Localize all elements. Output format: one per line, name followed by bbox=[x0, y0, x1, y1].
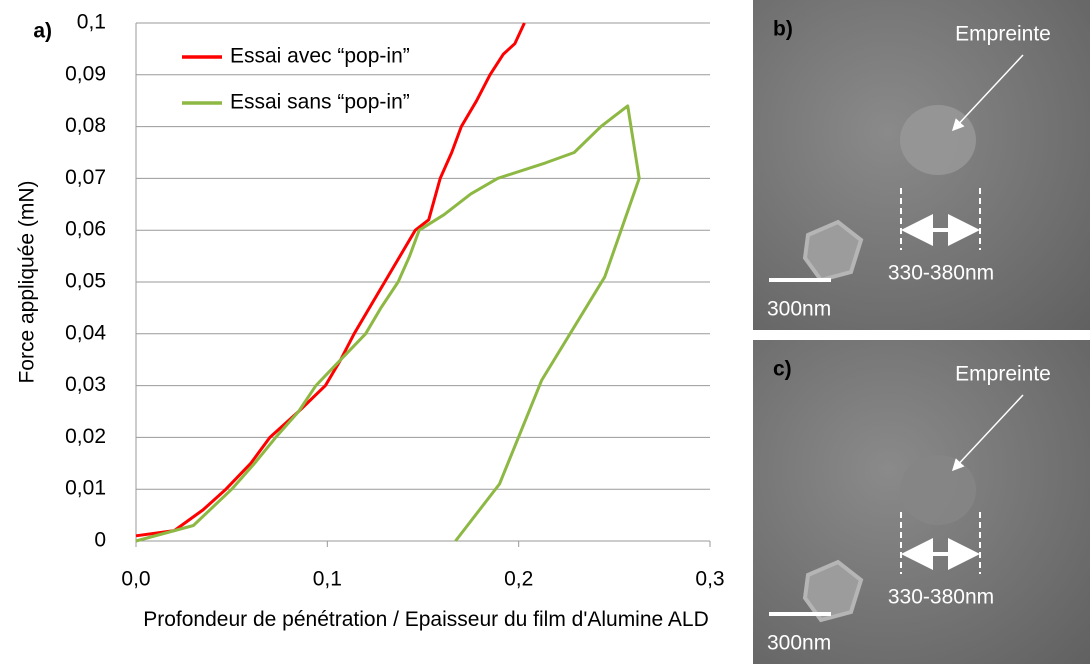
y-tick-label: 0,03 bbox=[65, 373, 106, 396]
x-tick-label: 0,3 bbox=[695, 568, 724, 591]
y-tick-label: 0 bbox=[94, 529, 106, 552]
data-line bbox=[135, 104, 641, 543]
particle bbox=[802, 219, 864, 283]
indent bbox=[900, 455, 976, 525]
annotation: Empreinte bbox=[955, 23, 1051, 46]
panel-label: c) bbox=[773, 358, 792, 381]
y-tick-label: 0,05 bbox=[65, 270, 106, 293]
annotation: Empreinte bbox=[955, 363, 1051, 386]
width-label: 330-380nm bbox=[888, 262, 994, 285]
y-tick-label: 0,09 bbox=[65, 62, 106, 85]
annotation-arrow bbox=[951, 54, 1024, 132]
y-tick-label: 0,04 bbox=[65, 321, 106, 344]
data-line bbox=[135, 22, 526, 538]
panel-label: a) bbox=[33, 20, 52, 43]
y-tick-label: 0,1 bbox=[77, 11, 106, 34]
y-tick-label: 0,01 bbox=[65, 477, 106, 500]
sem-image: b) Empreinte 330-380nm 300nm bbox=[753, 0, 1090, 330]
y-tick-label: 0,08 bbox=[65, 114, 106, 137]
y-tick-label: 0,06 bbox=[65, 218, 106, 241]
scale-label: 300nm bbox=[767, 632, 831, 655]
legend-label: Essai avec “pop-in” bbox=[230, 45, 410, 68]
indent bbox=[900, 105, 976, 175]
legend-label: Essai sans “pop-in” bbox=[230, 91, 410, 114]
x-axis-title: Profondeur de pénétration / Epaisseur du… bbox=[143, 608, 709, 631]
y-axis-title: Force appliquée (mN) bbox=[16, 180, 39, 383]
width-label: 330-380nm bbox=[888, 586, 994, 609]
y-tick-label: 0,02 bbox=[65, 425, 106, 448]
x-tick-label: 0,0 bbox=[121, 568, 150, 591]
scale-label: 300nm bbox=[767, 298, 831, 321]
x-tick-label: 0,1 bbox=[313, 568, 342, 591]
sem-image: c) Empreinte 330-380nm 300nm bbox=[753, 340, 1090, 664]
particle bbox=[802, 559, 864, 623]
panel-label: b) bbox=[773, 18, 793, 41]
y-tick-label: 0,07 bbox=[65, 166, 106, 189]
annotation-arrow bbox=[951, 394, 1024, 472]
x-tick-label: 0,2 bbox=[504, 568, 533, 591]
